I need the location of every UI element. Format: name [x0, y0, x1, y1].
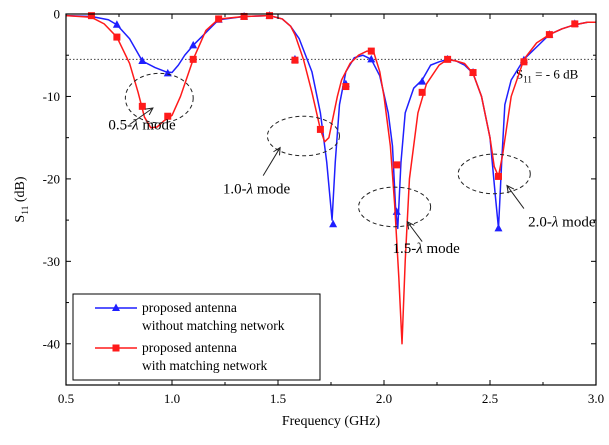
legend-entry-without-matching: proposed antenna without matching network [95, 300, 285, 333]
marker-point [393, 161, 401, 169]
axes-layer: 0.5 1.0 1.5 2.0 2.5 3.0 0 -10 -20 -30 -40 Frequency… [13, 7, 604, 430]
arrow-head [145, 107, 154, 116]
x-tick-label: 1.0 [164, 391, 180, 406]
series-layer [65, 11, 596, 345]
arrow-line [129, 107, 154, 125]
marker-point [418, 88, 426, 96]
arrow-line [262, 147, 281, 176]
marker-point [316, 125, 324, 133]
marker-point [215, 15, 223, 23]
x-axis-title: Frequency (GHz) [282, 414, 381, 429]
dashed-ellipse [358, 186, 432, 228]
mode-label: 2.0-λ mode [528, 215, 596, 231]
y-tick-label: -30 [43, 254, 60, 269]
legend-label-line2: with matching network [142, 358, 267, 373]
dashed-ellipse [266, 115, 340, 157]
marker-point [444, 55, 452, 63]
mode-label: 1.5-λ mode [392, 241, 460, 257]
marker-point [494, 223, 503, 232]
mode-label: 0.5-λ mode [108, 117, 176, 133]
marker-point [342, 83, 350, 91]
arrow-line [406, 221, 423, 242]
x-tick-label: 3.0 [588, 391, 604, 406]
arrow-head [273, 146, 281, 156]
marker-point [164, 112, 172, 120]
marker-point [329, 219, 338, 228]
annotation-mode-4: 2.0-λ mode [457, 153, 596, 231]
dashed-ellipse [124, 72, 194, 124]
annotation-mode-2: 1.0-λ mode [223, 115, 340, 198]
arrow-line [506, 185, 525, 209]
marker-point [494, 172, 502, 180]
y-tick-label: -20 [43, 171, 60, 186]
x-tick-label: 0.5 [58, 391, 74, 406]
legend-label-line1: proposed antenna [142, 300, 237, 315]
y-tick-label: -40 [43, 336, 60, 351]
marker-point [545, 31, 553, 39]
marker-point [291, 56, 299, 64]
x-tick-label: 2.0 [376, 391, 392, 406]
marker-point [240, 12, 248, 20]
marker-point [469, 69, 477, 77]
y-axis-title: S11 (dB) [13, 176, 31, 222]
marker-point [571, 20, 579, 28]
marker-point [189, 55, 197, 63]
arrow-head [406, 220, 415, 230]
marker-point [418, 77, 427, 85]
marker-point [367, 47, 375, 55]
legend-entry-with-matching: proposed antenna with matching network [95, 340, 267, 373]
marker-point [367, 54, 376, 63]
marker-point [138, 102, 146, 110]
marker-point [113, 33, 121, 41]
marker-point [520, 58, 528, 66]
annotation-mode-1: 0.5-λ mode [108, 72, 194, 133]
annotation-mode-3: 1.5-λ mode [358, 186, 460, 257]
series-with-matching-line [65, 14, 596, 345]
marker-point [392, 207, 401, 215]
marker-point [266, 12, 274, 20]
legend-label-line1: proposed antenna [142, 340, 237, 355]
arrow-head [506, 184, 515, 194]
x-tick-label: 2.5 [482, 391, 498, 406]
legend-label-line2: without matching network [142, 318, 285, 333]
dashed-ellipse [457, 153, 531, 195]
marker-point [138, 56, 147, 64]
series-with-matching [65, 12, 596, 345]
legend: proposed antenna without matching network… [72, 293, 321, 381]
marker-point [112, 20, 121, 28]
legend-marker [112, 303, 120, 311]
mode-label: 1.0-λ mode [223, 182, 291, 198]
y-tick-label: 0 [54, 7, 61, 22]
x-tick-label: 1.5 [270, 391, 286, 406]
legend-marker [112, 344, 120, 352]
y-tick-label: -10 [43, 89, 60, 104]
reference-line-label: S11 = - 6 dB [516, 66, 579, 84]
marker-point [189, 40, 198, 49]
marker-point [87, 12, 95, 20]
annotation-layer: 0.5-λ mode 1.0-λ mode 1.5-λ mode 2.0-λ mode [108, 72, 596, 257]
